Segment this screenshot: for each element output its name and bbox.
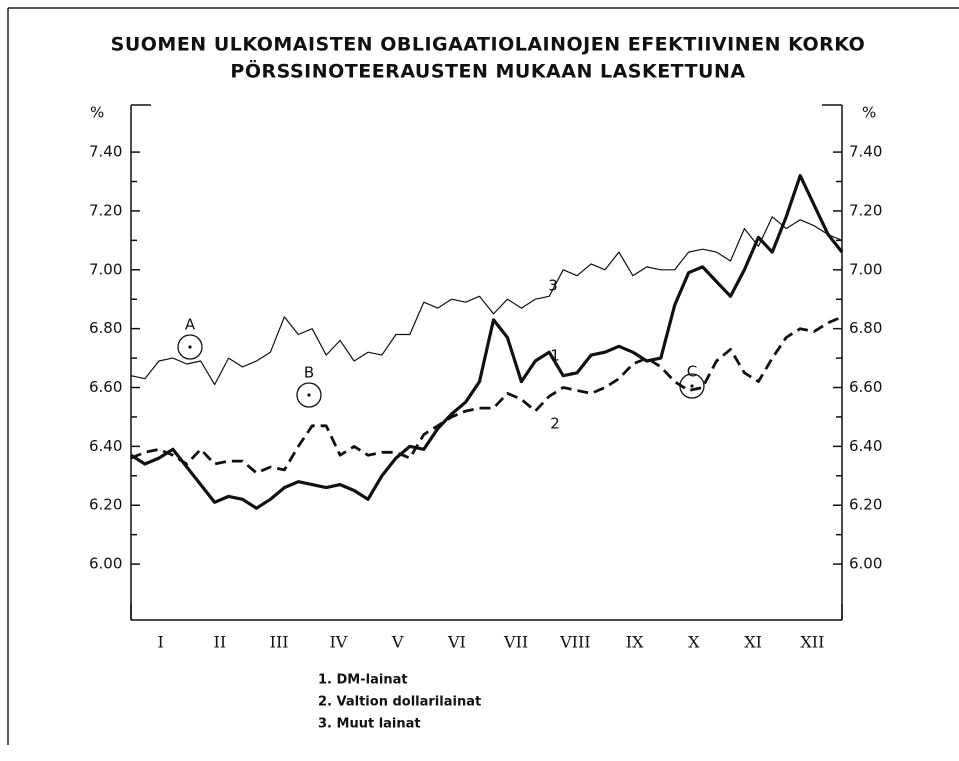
y2-tick-label: 7.20 [849, 201, 882, 219]
x-tick-label: VI [447, 633, 466, 652]
y2-tick-label: 6.80 [849, 319, 882, 337]
series-line [130, 315, 843, 475]
annotation-circle [679, 373, 705, 399]
x-tick-label: XII [800, 633, 824, 652]
x-tick-label: VII [503, 633, 528, 652]
x-tick-label: V [391, 633, 404, 652]
legend-entry: 3. Muut lainat [318, 717, 421, 732]
series-label: 2 [550, 415, 560, 433]
y2-unit: % [862, 104, 876, 122]
annotation-circle [296, 382, 322, 408]
x-tick-label: XI [744, 633, 762, 652]
annotation-label: A [185, 316, 196, 334]
annotation-circle [177, 334, 203, 360]
x-tick-label: X [688, 633, 700, 652]
legend-entry: 2. Valtion dollarilainat [318, 695, 481, 710]
x-tick-label: IV [329, 633, 347, 652]
y-tick-label: 7.20 [89, 201, 122, 219]
y2-tick-label: 6.60 [849, 378, 882, 396]
x-tick-label: II [214, 633, 227, 652]
x-tick-label: VIII [559, 633, 591, 652]
y2-tick-label: 7.00 [849, 260, 882, 278]
chart-title: SUOMEN ULKOMAISTEN OBLIGAATIOLAINOJEN EF… [111, 34, 866, 56]
chart-subtitle: PÖRSSINOTEERAUSTEN MUKAAN LASKETTUNA [230, 59, 745, 83]
y-tick-label: 6.80 [89, 319, 122, 337]
x-tick-label: IX [626, 633, 644, 652]
annotation-dot [188, 345, 192, 349]
y2-tick-label: 6.00 [849, 555, 882, 573]
y-tick-label: 6.20 [89, 496, 122, 514]
annotation-label: B [304, 364, 314, 382]
series-label: 3 [548, 277, 558, 295]
x-tick-label: I [157, 633, 163, 652]
annotation-dot [307, 393, 311, 397]
y-unit: % [90, 104, 104, 122]
annotation-dot [690, 384, 694, 388]
y2-tick-label: 6.20 [849, 496, 882, 514]
series-label: 1 [550, 347, 560, 365]
y-tick-label: 6.60 [89, 378, 122, 396]
x-tick-label: III [270, 633, 289, 652]
series-line [130, 174, 844, 510]
legend-entry: 1. DM-lainat [318, 673, 408, 688]
y2-tick-label: 7.40 [849, 143, 882, 161]
series-line [130, 216, 843, 386]
y-tick-label: 7.00 [89, 260, 122, 278]
annotation-label: C [687, 363, 697, 381]
y-tick-label: 6.40 [89, 437, 122, 455]
y-tick-label: 6.00 [89, 555, 122, 573]
y2-tick-label: 6.40 [849, 437, 882, 455]
y-tick-label: 7.40 [89, 143, 122, 161]
